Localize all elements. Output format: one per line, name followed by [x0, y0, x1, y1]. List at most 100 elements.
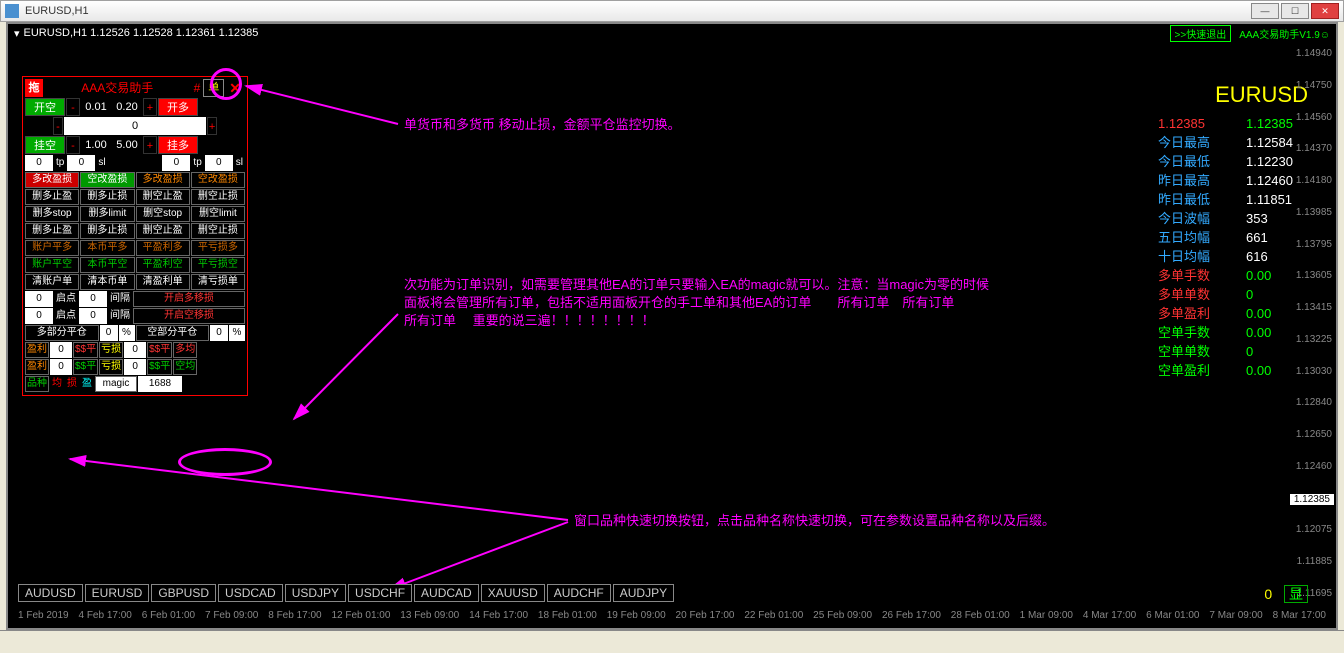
time-tick: 8 Mar 17:00	[1273, 610, 1326, 626]
trail-start-short[interactable]	[25, 308, 53, 324]
panel-btn-r7-3[interactable]: 删空limit	[191, 206, 245, 222]
close-button[interactable]: ✕	[1311, 3, 1339, 19]
hash-label: #	[192, 79, 203, 97]
enable-trail-short[interactable]: 开启空移损	[133, 308, 245, 324]
sl-input-1[interactable]	[67, 155, 95, 171]
minimize-button[interactable]: —	[1251, 3, 1279, 19]
partial-pct-short[interactable]	[210, 325, 228, 341]
data-key: 昨日最低	[1158, 190, 1228, 209]
panel-btn-r10-2[interactable]: 平盈利空	[136, 257, 190, 273]
panel-btn-r7-2[interactable]: 删空stop	[136, 206, 190, 222]
time-tick: 8 Feb 17:00	[268, 610, 321, 626]
zero-label: 0	[1264, 586, 1272, 602]
panel-btn-r7-0[interactable]: 删多stop	[25, 206, 79, 222]
panel-btn-r10-3[interactable]: 平亏损空	[191, 257, 245, 273]
panel-btn-r9-3[interactable]: 平亏损多	[191, 240, 245, 256]
panel-btn-r5-0[interactable]: 多改盈损	[25, 172, 79, 188]
close-profit-2[interactable]: $$平	[73, 359, 98, 375]
panel-btn-r8-3[interactable]: 删空止损	[191, 223, 245, 239]
lot-plus-1[interactable]: +	[143, 98, 157, 116]
panel-btn-r9-1[interactable]: 本币平多	[80, 240, 134, 256]
trail-start-long[interactable]	[25, 291, 53, 307]
lot-minus-1[interactable]: -	[66, 98, 80, 116]
chart-header: ▾ EURUSD,H1 1.12526 1.12528 1.12361 1.12…	[8, 24, 1336, 42]
tp-input-1[interactable]	[25, 155, 53, 171]
display-toggle[interactable]: 显	[1284, 585, 1308, 603]
sl-input-2[interactable]	[205, 155, 233, 171]
profit-val-1[interactable]	[50, 342, 72, 358]
partial-close-short[interactable]: 空部分平仓	[136, 325, 210, 341]
loss-val-2[interactable]	[124, 359, 146, 375]
close-profit-1[interactable]: $$平	[73, 342, 98, 358]
symbol-tabs: AUDUSDEURUSDGBPUSDUSDCADUSDJPYUSDCHFAUDC…	[18, 584, 674, 602]
panel-btn-r6-1[interactable]: 删多止损	[80, 189, 134, 205]
symbol-tab-usdjpy[interactable]: USDJPY	[285, 584, 346, 602]
panel-btn-r7-1[interactable]: 删多limit	[80, 206, 134, 222]
panel-btn-r11-2[interactable]: 清盈利单	[136, 274, 190, 290]
pending-long-button[interactable]: 挂多	[158, 136, 198, 154]
symbol-tab-xauusd[interactable]: XAUUSD	[481, 584, 545, 602]
short-avg[interactable]: 空均	[173, 359, 197, 375]
close-loss-2[interactable]: $$平	[147, 359, 172, 375]
magic-input[interactable]	[138, 376, 182, 392]
panel-btn-r5-1[interactable]: 空改盈损	[80, 172, 134, 188]
panel-btn-r9-0[interactable]: 账户平多	[25, 240, 79, 256]
panel-btn-r6-3[interactable]: 删空止损	[191, 189, 245, 205]
panel-btn-r6-0[interactable]: 删多止盈	[25, 189, 79, 205]
enable-trail-long[interactable]: 开启多移损	[133, 291, 245, 307]
time-tick: 19 Feb 09:00	[607, 610, 666, 626]
panel-btn-r5-2[interactable]: 多改盈损	[136, 172, 190, 188]
profit-val-2[interactable]	[50, 359, 72, 375]
window-titlebar: EURUSD,H1 — ☐ ✕	[0, 0, 1344, 22]
symbol-tab-audjpy[interactable]: AUDJPY	[613, 584, 674, 602]
panel-btn-r10-1[interactable]: 本币平空	[80, 257, 134, 273]
panel-btn-r8-2[interactable]: 删空止盈	[136, 223, 190, 239]
symbol-btn[interactable]: 品种	[25, 376, 49, 392]
partial-pct-long[interactable]	[100, 325, 118, 341]
profit-label: 盈	[80, 376, 94, 392]
symbol-tab-gbpusd[interactable]: GBPUSD	[151, 584, 216, 602]
close-loss-1[interactable]: $$平	[147, 342, 172, 358]
panel-btn-r6-2[interactable]: 删空止盈	[136, 189, 190, 205]
profit-label-1: 盈利	[25, 342, 49, 358]
symbol-tab-audchf[interactable]: AUDCHF	[547, 584, 611, 602]
lot-plus-2[interactable]: +	[143, 136, 157, 154]
symbol-tab-audcad[interactable]: AUDCAD	[414, 584, 479, 602]
trail-step-short[interactable]	[79, 308, 107, 324]
axis-tick: 1.14370	[1296, 143, 1332, 154]
open-short-button[interactable]: 开空	[25, 98, 65, 116]
trail-step-long[interactable]	[79, 291, 107, 307]
qty-plus[interactable]: +	[207, 117, 217, 135]
axis-tick: 1.13415	[1296, 302, 1332, 313]
qty-input[interactable]	[64, 117, 206, 135]
panel-btn-r11-3[interactable]: 清亏损单	[191, 274, 245, 290]
symbol-tab-usdcad[interactable]: USDCAD	[218, 584, 283, 602]
panel-btn-r8-1[interactable]: 删多止损	[80, 223, 134, 239]
panel-btn-r11-0[interactable]: 清账户单	[25, 274, 79, 290]
symbol-tab-audusd[interactable]: AUDUSD	[18, 584, 83, 602]
tp-input-2[interactable]	[162, 155, 190, 171]
symbol-tab-usdchf[interactable]: USDCHF	[348, 584, 412, 602]
panel-btn-r10-0[interactable]: 账户平空	[25, 257, 79, 273]
drag-handle[interactable]: 拖	[25, 79, 43, 97]
partial-close-long[interactable]: 多部分平仓	[25, 325, 99, 341]
maximize-button[interactable]: ☐	[1281, 3, 1309, 19]
row-close-long: 账户平多本币平多平盈利多平亏损多	[25, 240, 245, 256]
pending-short-button[interactable]: 挂空	[25, 136, 65, 154]
long-avg[interactable]: 多均	[173, 342, 197, 358]
axis-tick: 1.12075	[1296, 524, 1332, 535]
qty-minus[interactable]: -	[53, 117, 63, 135]
price-axis: 1.149401.147501.145601.143701.141801.139…	[1284, 48, 1334, 586]
symbol-tab-eurusd[interactable]: EURUSD	[85, 584, 150, 602]
dropdown-icon[interactable]: ▾	[14, 27, 20, 40]
data-key: 空单手数	[1158, 323, 1228, 342]
loss-val-1[interactable]	[124, 342, 146, 358]
panel-btn-r9-2[interactable]: 平盈利多	[136, 240, 190, 256]
panel-btn-r5-3[interactable]: 空改盈损	[191, 172, 245, 188]
panel-btn-r11-1[interactable]: 清本币单	[80, 274, 134, 290]
trading-panel: 拖 AAA交易助手 # 单 ✕ 开空 - 0.01 0.20 + 开多 - + …	[22, 76, 248, 396]
quick-exit-button[interactable]: >>快速退出	[1170, 25, 1232, 42]
open-long-button[interactable]: 开多	[158, 98, 198, 116]
panel-btn-r8-0[interactable]: 删多止盈	[25, 223, 79, 239]
lot-minus-2[interactable]: -	[66, 136, 80, 154]
